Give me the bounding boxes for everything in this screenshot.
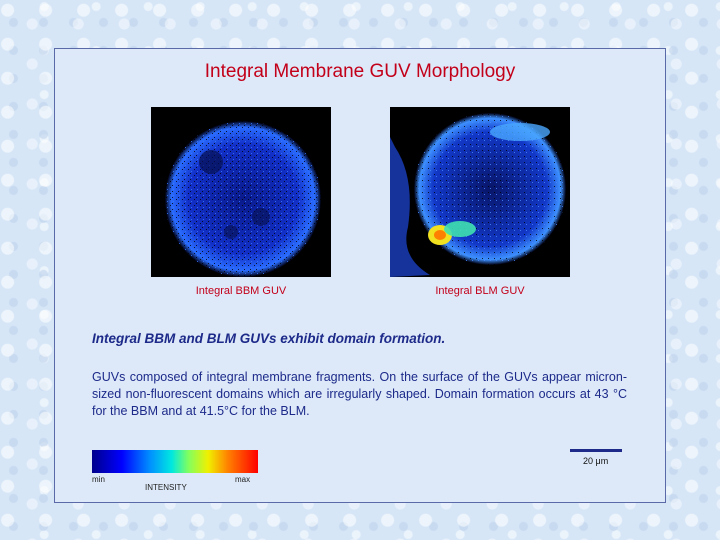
colorbar-axis-label: INTENSITY [145,483,187,492]
colorbar-max-label: max [235,475,251,484]
intensity-colorbar [92,450,258,473]
colorbar-min-label: min [92,475,105,484]
blm-guv-caption: Integral BLM GUV [435,285,525,297]
slide-title: Integral Membrane GUV Morphology [204,61,516,82]
subheading: Integral BBM and BLM GUVs exhibit domain… [92,331,446,346]
body-paragraph: GUVs composed of integral membrane fragm… [92,370,627,418]
bbm-guv-caption: Integral BBM GUV [195,285,287,297]
scale-bar [570,449,622,452]
bbm-guv-image [151,107,331,277]
scale-bar-label: 20 μm [583,456,609,466]
slide-panel: Integral Membrane GUV Morphology [54,48,666,503]
blm-guv-image [390,107,570,277]
